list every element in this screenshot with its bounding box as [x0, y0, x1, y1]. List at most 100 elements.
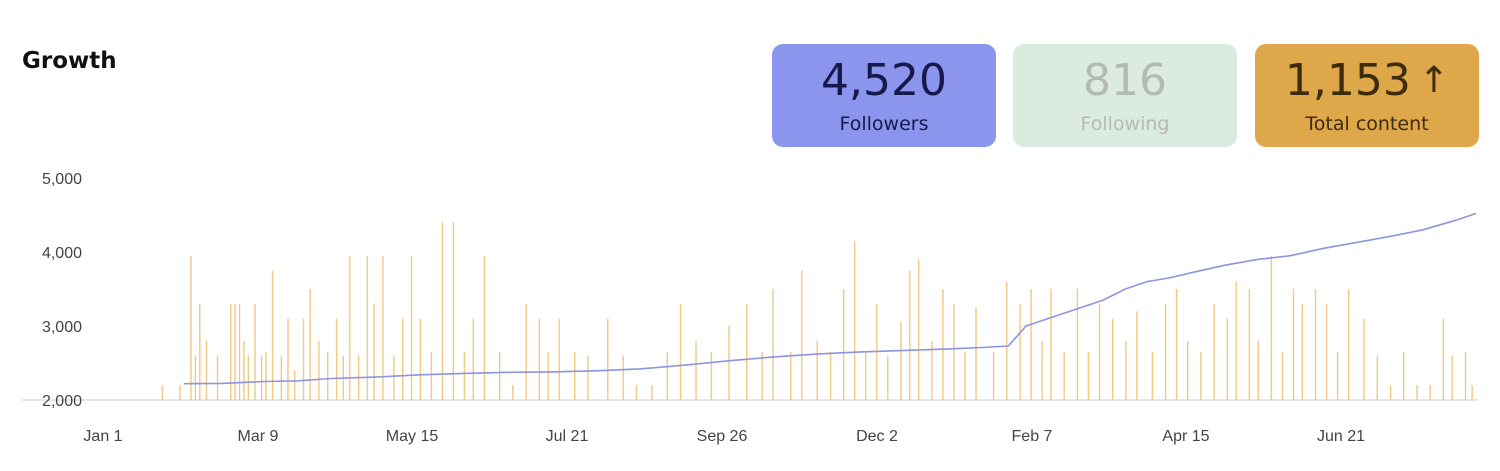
- content-bar: [538, 318, 541, 400]
- content-bar: [1151, 351, 1154, 400]
- content-bar: [1019, 303, 1021, 400]
- total-content-label: Total content: [1305, 113, 1429, 135]
- content-bar: [243, 340, 245, 400]
- content-bar: [1187, 340, 1189, 400]
- content-bar: [525, 303, 527, 400]
- content-bar: [1336, 351, 1339, 400]
- x-tick-label: May 15: [386, 428, 439, 445]
- content-bar: [666, 351, 668, 400]
- content-bar: [574, 351, 576, 400]
- content-bar: [1125, 340, 1127, 400]
- content-bar: [463, 351, 466, 400]
- content-bar: [695, 340, 697, 400]
- content-bar: [302, 318, 305, 400]
- content-bar: [179, 385, 181, 400]
- content-bar: [1281, 351, 1284, 400]
- y-tick-label: 4,000: [42, 245, 82, 262]
- content-bar: [382, 255, 384, 400]
- content-bar: [254, 303, 256, 400]
- content-bar: [651, 385, 653, 400]
- content-bar: [247, 355, 250, 400]
- content-bar: [1041, 340, 1043, 400]
- content-bar: [294, 370, 296, 400]
- content-bar: [194, 355, 197, 400]
- x-tick-label: Jan 1: [83, 428, 122, 445]
- x-tick-label: Feb 7: [1012, 428, 1053, 445]
- x-tick-label: Dec 2: [856, 428, 898, 445]
- content-bar: [964, 351, 966, 400]
- content-bar: [410, 255, 413, 400]
- x-tick-label: Jul 21: [546, 428, 589, 445]
- content-bar: [931, 340, 933, 400]
- content-bar: [1164, 303, 1167, 400]
- y-tick-label: 5,000: [42, 171, 82, 188]
- following-stat-card[interactable]: 816 Following: [1013, 44, 1237, 147]
- y-tick-label: 3,000: [42, 319, 82, 336]
- chart-title: Growth: [22, 48, 117, 74]
- content-bar: [746, 303, 748, 400]
- content-bar: [1200, 351, 1202, 400]
- content-bar: [710, 351, 713, 400]
- content-bar: [942, 289, 944, 400]
- content-bars: [161, 222, 1473, 400]
- content-bar: [547, 351, 549, 400]
- content-bar: [260, 355, 263, 400]
- x-axis-ticks: Jan 1 Mar 9 May 15 Jul 21 Sep 26 Dec 2 Feb 7 Ap…: [83, 428, 1365, 445]
- content-bar: [441, 222, 444, 400]
- content-bar: [499, 351, 501, 400]
- content-bar: [975, 307, 977, 400]
- content-bar: [1063, 351, 1065, 400]
- content-bar: [1175, 289, 1178, 400]
- content-bar: [309, 289, 311, 400]
- content-bar: [234, 303, 236, 400]
- content-bar: [1389, 385, 1392, 400]
- content-bar: [327, 351, 329, 400]
- content-bar: [761, 351, 763, 400]
- content-bar: [790, 351, 792, 400]
- x-tick-label: Mar 9: [238, 428, 279, 445]
- content-bar: [1076, 289, 1079, 400]
- content-bar: [1235, 281, 1237, 400]
- followers-line: [183, 212, 1477, 385]
- content-bar: [1301, 303, 1303, 400]
- content-bar: [161, 385, 164, 400]
- followers-stat-card[interactable]: 4,520 Followers: [772, 44, 996, 147]
- content-bar: [205, 340, 208, 400]
- content-bar: [607, 318, 609, 400]
- content-bar: [349, 255, 351, 400]
- content-bar: [1442, 318, 1445, 400]
- content-bar: [887, 355, 889, 400]
- content-bar: [1429, 385, 1431, 400]
- content-bar: [909, 270, 911, 400]
- content-bar: [335, 318, 338, 400]
- content-bar: [199, 303, 201, 400]
- content-bar: [1136, 311, 1138, 400]
- followers-label: Followers: [839, 113, 929, 135]
- x-tick-label: Sep 26: [697, 428, 748, 445]
- content-bar: [373, 303, 375, 400]
- content-bar: [472, 318, 474, 400]
- content-bar: [1257, 340, 1259, 400]
- content-bar: [287, 318, 289, 400]
- content-bar: [728, 326, 730, 400]
- content-bar: [1464, 351, 1467, 400]
- content-bar: [483, 255, 485, 400]
- content-bar: [829, 351, 832, 400]
- content-bar: [1471, 385, 1473, 400]
- total-content-stat-card[interactable]: 1,153 ↑ Total content: [1255, 44, 1479, 147]
- content-bar: [992, 351, 995, 400]
- content-bar: [230, 303, 232, 400]
- content-bar: [430, 351, 433, 400]
- content-bar: [1050, 289, 1052, 400]
- content-bar: [1098, 303, 1101, 400]
- content-bar: [1314, 289, 1317, 400]
- following-count: 816: [1083, 55, 1167, 106]
- content-bar: [635, 385, 638, 400]
- content-bar: [1112, 318, 1114, 400]
- followers-count: 4,520: [821, 55, 947, 106]
- content-bar: [1030, 289, 1032, 400]
- content-bar: [1270, 255, 1273, 400]
- x-tick-label: Apr 15: [1162, 428, 1209, 445]
- content-bar: [816, 340, 818, 400]
